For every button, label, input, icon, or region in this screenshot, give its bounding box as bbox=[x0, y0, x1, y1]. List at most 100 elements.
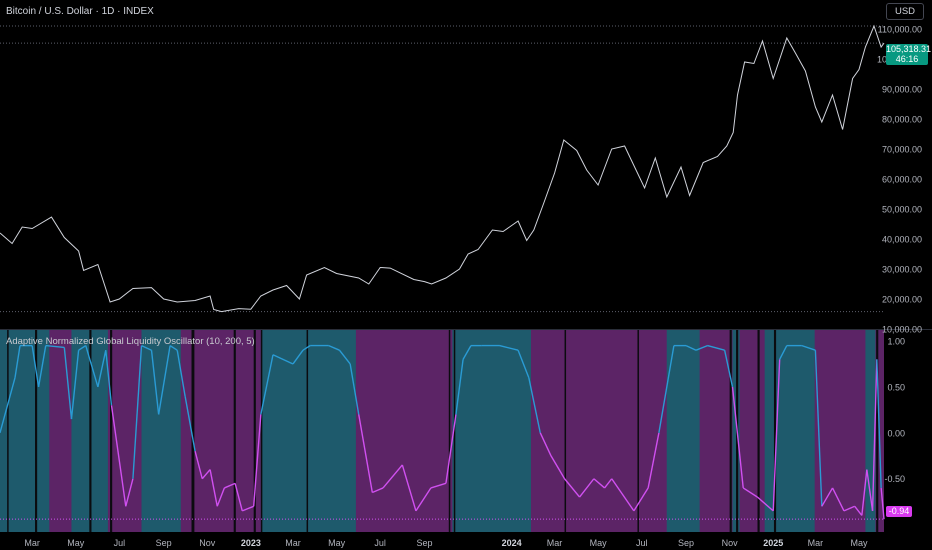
neutral-regime-band bbox=[7, 330, 9, 532]
neutral-regime-band bbox=[110, 330, 113, 532]
oscillator-segment bbox=[302, 345, 311, 351]
oscillator-segment bbox=[539, 432, 552, 457]
neutral-regime-band bbox=[260, 330, 263, 532]
oscillator-segment bbox=[831, 487, 845, 512]
oscillator-segment bbox=[401, 464, 417, 512]
price-tick-label: 20,000.00 bbox=[882, 295, 922, 305]
oscillator-segment bbox=[37, 345, 47, 388]
neutral-regime-band bbox=[233, 330, 236, 532]
time-tick-label: Jul bbox=[114, 538, 126, 548]
oscillator-segment bbox=[110, 405, 127, 507]
price-tick-label: 60,000.00 bbox=[882, 175, 922, 185]
oscillator-segment bbox=[707, 344, 725, 351]
oscillator-segment bbox=[633, 487, 649, 512]
reference-lines bbox=[0, 25, 932, 520]
oscillator-segment bbox=[85, 345, 99, 388]
bull-regime-band bbox=[260, 330, 356, 532]
time-tick-label: 2025 bbox=[763, 538, 783, 548]
time-tick-label: Mar bbox=[808, 538, 824, 548]
oscillator-segment bbox=[550, 455, 566, 480]
oscillator-segment bbox=[349, 363, 360, 415]
neutral-regime-band bbox=[253, 330, 256, 532]
oscillator-segment bbox=[97, 350, 107, 388]
time-tick-label: Sep bbox=[156, 538, 172, 548]
oscillator-segment bbox=[382, 464, 403, 489]
bull-regime-band bbox=[452, 330, 531, 532]
price-tick-label: 10,000.00 bbox=[882, 325, 922, 335]
time-tick-label: 2024 bbox=[502, 538, 522, 548]
price-series-line bbox=[0, 24, 885, 313]
chart-title: Bitcoin / U.S. Dollar · 1D · INDEX bbox=[6, 6, 154, 17]
oscillator-segment bbox=[611, 478, 635, 512]
neutral-regime-band bbox=[729, 330, 732, 532]
neutral-regime-band bbox=[35, 330, 38, 532]
oscillator-segment bbox=[252, 414, 262, 507]
oscillator-segment bbox=[272, 354, 294, 365]
oscillator-segment bbox=[125, 478, 134, 507]
time-tick-label: Sep bbox=[678, 538, 694, 548]
oscillator-segment bbox=[658, 345, 675, 433]
bar-countdown: 46:16 bbox=[895, 54, 919, 64]
oscillator-segment bbox=[241, 505, 254, 512]
oscillator-segment bbox=[861, 469, 868, 516]
neutral-regime-band bbox=[453, 330, 456, 532]
oscillator-segment bbox=[0, 377, 16, 434]
price-pane bbox=[0, 24, 885, 313]
currency-button[interactable]: USD bbox=[886, 3, 924, 20]
time-tick-label: Jul bbox=[636, 538, 648, 548]
neutral-regime-band bbox=[876, 330, 879, 532]
oscillator-segment bbox=[31, 345, 40, 388]
oscillator-segment bbox=[843, 505, 855, 512]
oscillator-segment bbox=[338, 349, 351, 365]
bull-regime-band bbox=[764, 330, 815, 532]
price-tick-label: 110,000.00 bbox=[878, 25, 922, 35]
oscillator-segment bbox=[78, 345, 87, 351]
time-tick-label: Mar bbox=[547, 538, 563, 548]
bull-regime-band bbox=[141, 330, 181, 532]
oscillator-segment bbox=[157, 345, 171, 415]
last-price-value: 105,318.31 bbox=[886, 44, 932, 54]
oscillator-segment bbox=[194, 451, 203, 479]
oscillator-segment bbox=[462, 345, 472, 360]
price-tick-label: 50,000.00 bbox=[882, 205, 922, 215]
oscillator-segment bbox=[871, 359, 878, 511]
oscillator-segment bbox=[880, 487, 885, 520]
oscillator-segment bbox=[695, 344, 708, 351]
oscillator-segment bbox=[141, 344, 152, 351]
oscillator-segment bbox=[779, 345, 788, 360]
indicator-title: Adaptive Normalized Global Liquidity Osc… bbox=[6, 336, 255, 347]
bear-regime-fill bbox=[0, 330, 884, 532]
oscillator-segment bbox=[801, 344, 816, 351]
oscillator-axis: 1.00 0.50 0.00 -0.50 bbox=[884, 337, 905, 485]
oscillator-segment bbox=[260, 354, 274, 415]
time-tick-label: May bbox=[590, 538, 608, 548]
time-tick-label: Mar bbox=[24, 538, 40, 548]
oscillator-segment bbox=[742, 487, 758, 498]
price-axis: 110,000.00100,000.0090,000.0080,000.0070… bbox=[877, 25, 922, 335]
oscillator-segment bbox=[105, 350, 113, 406]
price-tick-label: 90,000.00 bbox=[882, 85, 922, 95]
oscillator-segment bbox=[176, 350, 186, 397]
price-tick-label: 40,000.00 bbox=[882, 235, 922, 245]
oscillator-segment bbox=[430, 482, 447, 489]
oscillator-segment bbox=[647, 432, 660, 489]
neutral-regime-band bbox=[191, 330, 195, 532]
oscillator-pane bbox=[0, 344, 885, 520]
oscillator-segment bbox=[292, 349, 304, 365]
oscillator-segment bbox=[184, 395, 196, 452]
neutral-regime-band bbox=[448, 330, 451, 532]
oscillator-segment bbox=[604, 478, 613, 489]
oscillator-segment bbox=[224, 482, 236, 489]
oscillator-segment bbox=[63, 347, 73, 420]
bull-regime-band bbox=[865, 330, 876, 532]
oscillator-segment bbox=[731, 386, 744, 489]
oscillator-segment bbox=[564, 478, 581, 498]
oscillator-segment bbox=[517, 349, 530, 378]
oscillator-regime-background bbox=[0, 330, 884, 532]
oscillator-segment bbox=[866, 469, 874, 511]
oscillator-segment bbox=[757, 496, 774, 512]
neutral-regime-band bbox=[757, 330, 760, 532]
price-tick-label: 70,000.00 bbox=[882, 145, 922, 155]
price-tick-label: 80,000.00 bbox=[882, 115, 922, 125]
